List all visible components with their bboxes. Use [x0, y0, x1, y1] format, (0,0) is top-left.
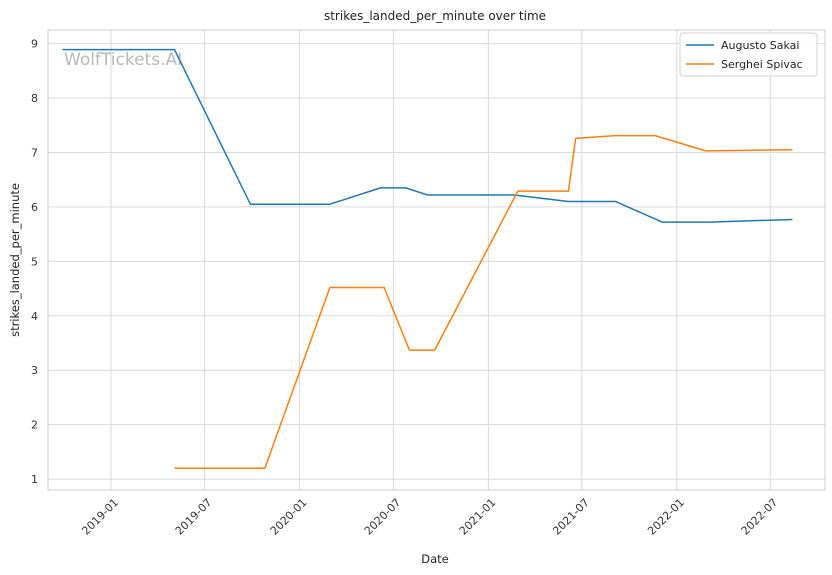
legend-entry-label: Augusto Sakai — [721, 39, 799, 52]
y-tick-label: 9 — [31, 38, 38, 51]
legend-entry-label: Serghei Spivac — [721, 58, 803, 71]
legend: Augusto Sakai Serghei Spivac — [679, 32, 818, 77]
y-tick-label: 1 — [31, 473, 38, 486]
series-lines — [62, 48, 793, 469]
x-tick-label: 2022-07 — [739, 496, 781, 538]
x-axis-label: Date — [421, 552, 449, 566]
x-tick-labels: 2019-01 2019-07 2020-01 2020-07 2021-01 2021-… — [79, 496, 780, 538]
y-tick-label: 2 — [31, 419, 38, 432]
x-tick-label: 2019-07 — [173, 496, 215, 538]
series-line-1 — [174, 134, 793, 469]
x-tick-label: 2021-01 — [457, 496, 499, 538]
y-tick-label: 5 — [31, 255, 38, 268]
y-tick-label: 6 — [31, 201, 38, 214]
y-tick-label: 3 — [31, 364, 38, 377]
x-tick-label: 2020-07 — [362, 496, 404, 538]
y-tick-label: 7 — [31, 146, 38, 159]
y-tick-label: 4 — [31, 310, 38, 323]
x-tick-label: 2021-07 — [550, 496, 592, 538]
plot-frame — [47, 29, 826, 491]
chart-title: strikes_landed_per_minute over time — [324, 9, 546, 23]
x-tick-label: 2019-01 — [79, 496, 121, 538]
series-line-0 — [62, 48, 793, 223]
grid — [48, 30, 825, 490]
x-tick-label: 2022-01 — [645, 496, 687, 538]
y-axis-label: strikes_landed_per_minute — [8, 183, 22, 337]
watermark-text: WolfTickets.AI — [64, 50, 182, 70]
legend-box — [679, 32, 818, 77]
y-tick-label: 8 — [31, 92, 38, 105]
x-tick-label: 2020-01 — [268, 496, 310, 538]
y-tick-labels: 1 2 3 4 5 6 7 8 9 — [31, 38, 38, 487]
